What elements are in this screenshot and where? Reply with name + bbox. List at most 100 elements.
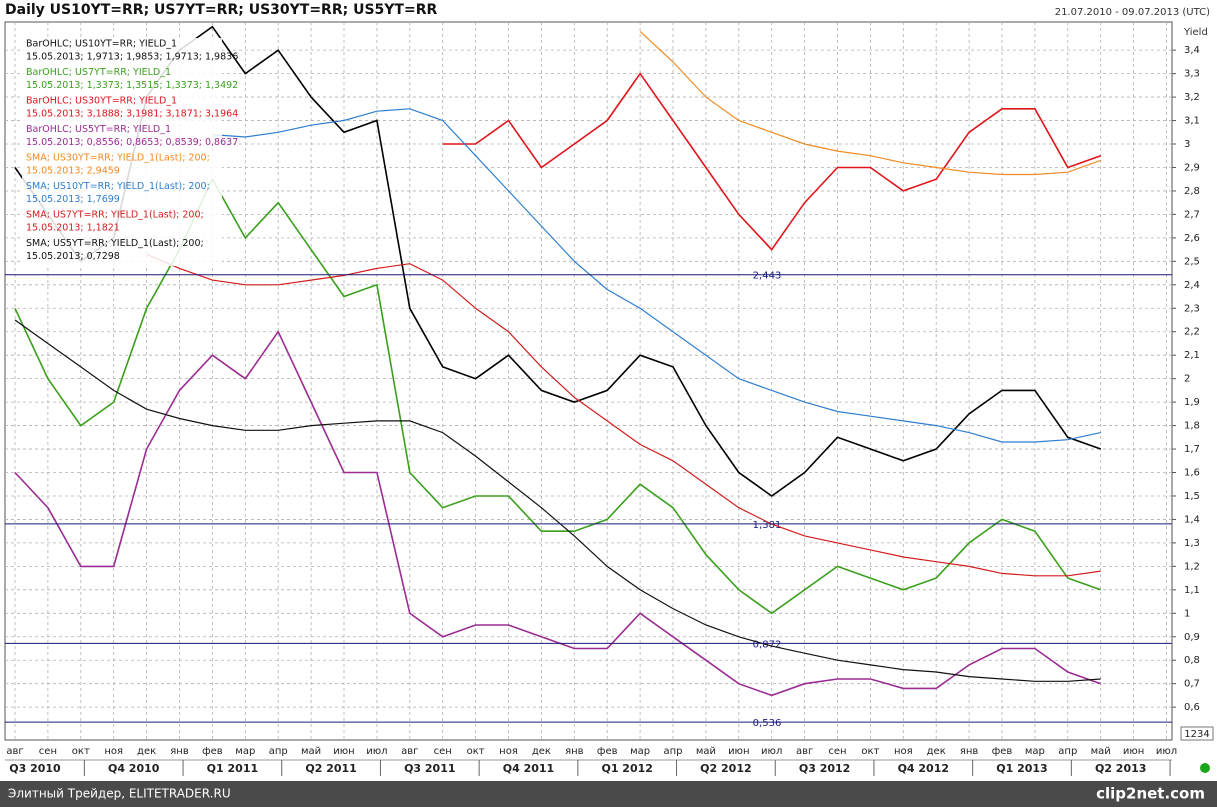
y-tick-label: 3,3 [1184,69,1200,80]
series-line [212,108,1101,443]
chart-title: Daily US10YT=RR; US7YT=RR; US30YT=RR; US… [5,2,437,18]
y-tick-label: 1,3 [1184,538,1200,549]
y-tick-label: 2,6 [1184,233,1200,244]
corner-box [1180,726,1214,741]
x-tick-label: дек [137,746,156,757]
y-tick-label: 3,2 [1184,92,1200,103]
x-tick-label: июн [1123,746,1144,757]
y-tick-label: 2 [1184,374,1190,385]
date-range: 21.07.2010 - 09.07.2013 (UTC) [1055,7,1210,18]
legend-value: 15.05.2013; 1,9713; 1,9853; 1,9713; 1,98… [26,52,238,63]
y-tick-label: 1,1 [1184,585,1200,596]
x-tick-label: мар [630,746,650,757]
x-tick-label: авг [401,746,418,757]
x-tick-label: ноя [894,746,913,757]
series-line [639,30,1101,176]
quarter-label: Q2 2013 [1095,762,1146,775]
legend-value: 15.05.2013; 2,9459 [26,166,120,177]
x-tick-label: апр [663,746,682,757]
y-tick-label: 1,4 [1184,514,1200,525]
legend-entry: SMA; US7YT=RR; YIELD_1(Last); 200; [26,210,204,221]
y-tick-label: 2,2 [1184,327,1200,338]
watermark: clip2net.com [1096,785,1205,803]
x-tick-label: июл [366,746,387,757]
x-tick-label: июн [728,746,749,757]
series-line [14,319,1101,682]
series-line [442,72,1101,251]
x-tick-label: дек [532,746,551,757]
x-tick-label: май [696,746,716,757]
level-label: 2,443 [753,271,782,282]
legend-bg [22,38,222,266]
x-tick-label: фев [202,746,223,757]
footer-text: Элитный Трейдер, ELITETRADER.RU [8,787,231,801]
y-tick-label: 2,8 [1184,186,1200,197]
legend-value: 15.05.2013; 1,1821 [26,223,120,234]
corner-label: 1234 [1184,729,1209,740]
x-tick-label: май [1091,746,1111,757]
y-tick-label: 3,4 [1184,45,1200,56]
legend-value: 15.05.2013; 0,8556; 0,8653; 0,8539; 0,86… [26,137,238,148]
y-tick-label: 1,5 [1184,491,1200,502]
series-line [146,253,1101,577]
x-tick-label: янв [565,746,584,757]
x-tick-label: авг [6,746,23,757]
y-tick-label: 3,1 [1184,116,1200,127]
x-tick-label: фев [992,746,1013,757]
plot-frame [4,21,1173,741]
x-tick-label: сен [434,746,452,757]
footer-bar [0,781,1217,807]
y-tick-label: 1,9 [1184,397,1200,408]
x-tick-label: окт [467,746,485,757]
x-tick-label: янв [960,746,979,757]
quarter-label: Q4 2011 [503,762,554,775]
x-tick-label: мар [235,746,255,757]
y-tick-label: 0,8 [1184,655,1200,666]
legend-entry: SMA; US5YT=RR; YIELD_1(Last); 200; [26,238,204,249]
legend-entry: SMA; US10YT=RR; YIELD_1(Last); 200; [26,181,210,192]
series-line [14,330,1101,697]
quarter-label: Q1 2012 [601,762,652,775]
legend-entry: BarOHLC; US7YT=RR; YIELD_1 [26,67,171,78]
quarter-label: Q4 2010 [108,762,160,775]
x-tick-label: июл [761,746,782,757]
x-tick-label: дек [927,746,946,757]
legend-value: 15.05.2013; 1,3373; 1,3515; 1,3373; 1,34… [26,80,238,91]
quarter-label: Q3 2010 [9,762,61,775]
y-tick-label: 2,5 [1184,256,1200,267]
legend-entry: SMA; US30YT=RR; YIELD_1(Last); 200; [26,153,210,164]
x-tick-label: авг [796,746,813,757]
y-tick-label: 2,9 [1184,162,1200,173]
y-tick-label: 2,4 [1184,280,1200,291]
x-tick-label: янв [170,746,189,757]
x-tick-label: ноя [499,746,518,757]
y-tick-label: 1,6 [1184,468,1200,479]
y-tick-label: 0,7 [1184,679,1200,690]
x-tick-label: ноя [104,746,123,757]
x-tick-label: июн [333,746,354,757]
x-tick-label: мар [1025,746,1045,757]
x-tick-label: апр [1058,746,1077,757]
legend-value: 15.05.2013; 0,7298 [26,251,120,262]
y-tick-label: 2,7 [1184,209,1200,220]
x-tick-label: фев [597,746,618,757]
y-tick-label: 0,6 [1184,702,1200,713]
y-tick-label: 1,7 [1184,444,1200,455]
quarter-label: Q3 2012 [799,762,850,775]
y-tick-label: 0,9 [1184,632,1200,643]
legend-entry: BarOHLC; US5YT=RR; YIELD_1 [26,124,171,135]
y-tick-label: 2,3 [1184,303,1200,314]
y-axis-label: Yield [1183,27,1208,38]
legend-value: 15.05.2013; 3,1888; 3,1981; 3,1871; 3,19… [26,109,238,120]
quarter-label: Q2 2012 [700,762,751,775]
x-tick-label: сен [39,746,57,757]
legend: BarOHLC; US10YT=RR; YIELD_1 15.05.2013; 1… [22,38,238,266]
x-tick-label: май [301,746,321,757]
quarter-label: Q3 2011 [404,762,455,775]
level-label: 0,536 [753,718,782,729]
quarter-label: Q1 2011 [207,762,258,775]
legend-value: 15.05.2013; 1,7699 [26,194,120,205]
level-label: 1,381 [753,520,782,531]
